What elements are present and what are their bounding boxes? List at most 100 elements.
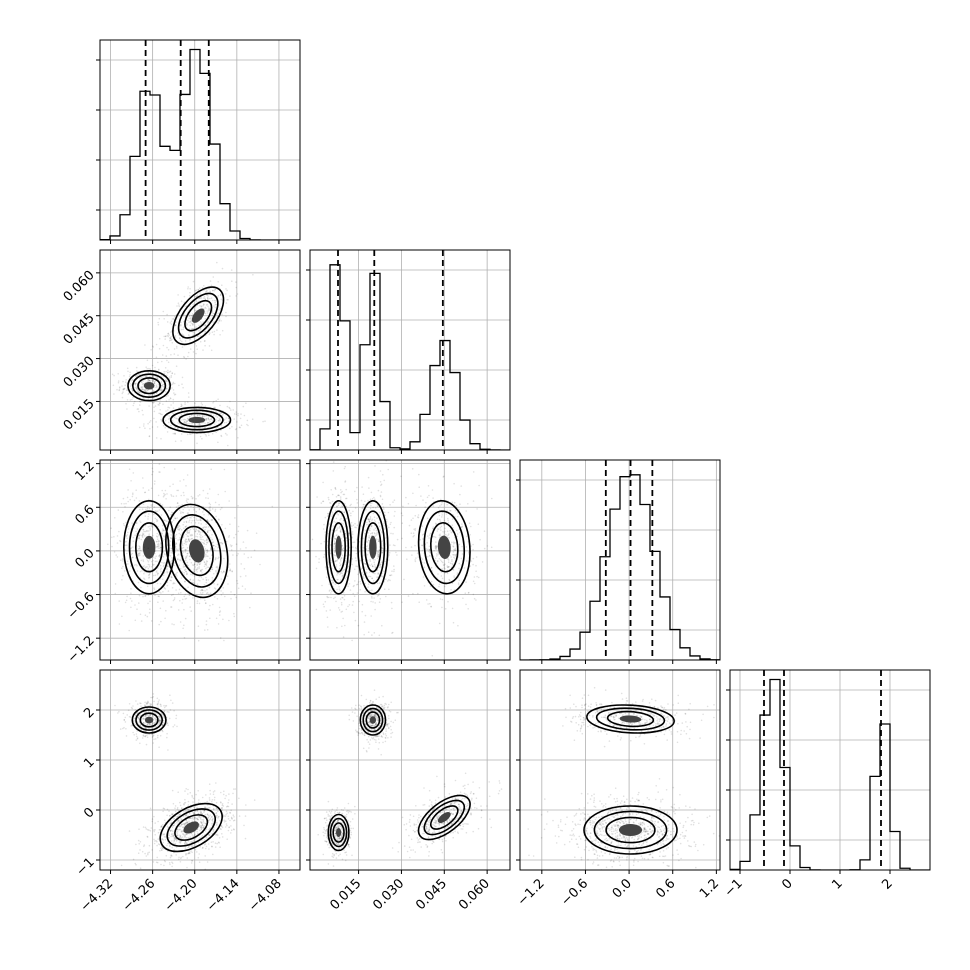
scatter-point <box>188 396 190 398</box>
scatter-point <box>177 791 179 793</box>
scatter-point <box>144 375 147 377</box>
scatter-point <box>362 493 365 496</box>
scatter-point <box>161 390 163 392</box>
scatter-point <box>339 530 342 533</box>
scatter-point <box>202 408 204 410</box>
scatter-point <box>132 404 135 407</box>
scatter-point <box>146 702 148 704</box>
scatter-point <box>171 557 173 559</box>
scatter-point <box>144 852 146 855</box>
scatter-point <box>356 565 359 568</box>
scatter-point <box>355 565 357 567</box>
scatter-point <box>236 293 239 295</box>
scatter-point <box>333 520 336 522</box>
scatter-point <box>211 819 213 821</box>
scatter-point <box>192 528 195 531</box>
scatter-point <box>340 579 342 581</box>
scatter-point <box>156 703 159 705</box>
scatter-point <box>172 834 174 837</box>
scatter-point <box>159 717 162 719</box>
scatter-point <box>186 833 188 836</box>
y-tick-label: 0.060 <box>61 268 98 305</box>
scatter-point <box>196 807 198 809</box>
scatter-point <box>184 506 186 509</box>
scatter-point <box>201 403 204 406</box>
scatter-point <box>151 736 154 738</box>
scatter-point <box>327 496 330 499</box>
scatter-point <box>200 811 202 814</box>
scatter-point <box>152 734 155 736</box>
scatter-point <box>178 305 180 308</box>
scatter-point <box>134 534 136 536</box>
scatter-point <box>205 555 208 557</box>
scatter-point <box>139 878 141 880</box>
scatter-point <box>124 544 127 547</box>
scatter-point <box>174 432 176 435</box>
scatter-point <box>158 699 160 701</box>
scatter-point <box>188 852 191 855</box>
scatter-point <box>175 573 177 575</box>
scatter-point <box>207 834 210 836</box>
histogram-1-frame <box>309 249 511 451</box>
scatter-point <box>199 519 202 521</box>
scatter-point <box>181 550 184 553</box>
scatter-point <box>205 304 208 306</box>
scatter-point <box>151 426 154 428</box>
scatter-point <box>126 537 128 539</box>
scatter-point <box>163 819 166 822</box>
scatter-point <box>142 534 144 536</box>
scatter-point <box>324 531 327 533</box>
scatter-point <box>174 334 177 337</box>
scatter-point <box>125 381 127 384</box>
scatter-point <box>340 603 343 606</box>
scatter-point <box>207 309 210 311</box>
scatter-point <box>212 853 214 856</box>
scatter-point <box>205 526 208 528</box>
scatter-point <box>177 294 179 296</box>
scatter-point <box>141 393 143 396</box>
scatter-point <box>143 844 146 846</box>
scatter-point <box>211 314 214 317</box>
scatter-point <box>135 374 137 377</box>
scatter-point <box>331 579 333 582</box>
scatter-point <box>215 807 218 810</box>
scatter-point <box>118 389 121 391</box>
scatter-point <box>201 824 204 826</box>
scatter-point <box>151 505 153 508</box>
scatter-point <box>388 578 390 581</box>
scatter-point <box>132 583 135 586</box>
scatter-point <box>165 498 167 500</box>
scatter-point <box>232 409 234 411</box>
scatter-point <box>361 603 364 606</box>
scatter-point <box>170 336 172 338</box>
scatter-point <box>189 558 191 561</box>
scatter-point <box>181 340 183 343</box>
scatter-point <box>158 509 161 511</box>
y-tick-label: 1.2 <box>72 459 97 484</box>
scatter-point <box>221 524 223 526</box>
scatter-point <box>139 613 142 616</box>
scatter-point <box>146 828 149 831</box>
scatter-point <box>214 510 216 512</box>
scatter-point <box>198 329 200 332</box>
scatter-point <box>171 826 174 829</box>
scatter-point <box>142 528 145 531</box>
scatter-point <box>369 558 371 561</box>
scatter-point <box>185 452 187 454</box>
scatter-point <box>204 340 206 342</box>
scatter-point <box>348 554 351 556</box>
scatter-point <box>167 842 169 845</box>
scatter-point <box>142 717 145 720</box>
scatter-point <box>139 841 142 843</box>
scatter-point <box>137 717 140 720</box>
scatter-point <box>216 833 219 836</box>
scatter-point <box>192 323 194 326</box>
scatter-point <box>188 334 190 336</box>
scatter-point <box>137 711 139 714</box>
scatter-point <box>166 581 169 584</box>
scatter-point <box>374 498 376 501</box>
scatter-point <box>208 593 210 596</box>
scatter-point <box>155 510 158 513</box>
scatter-point <box>141 717 143 719</box>
scatter-point <box>205 845 208 848</box>
